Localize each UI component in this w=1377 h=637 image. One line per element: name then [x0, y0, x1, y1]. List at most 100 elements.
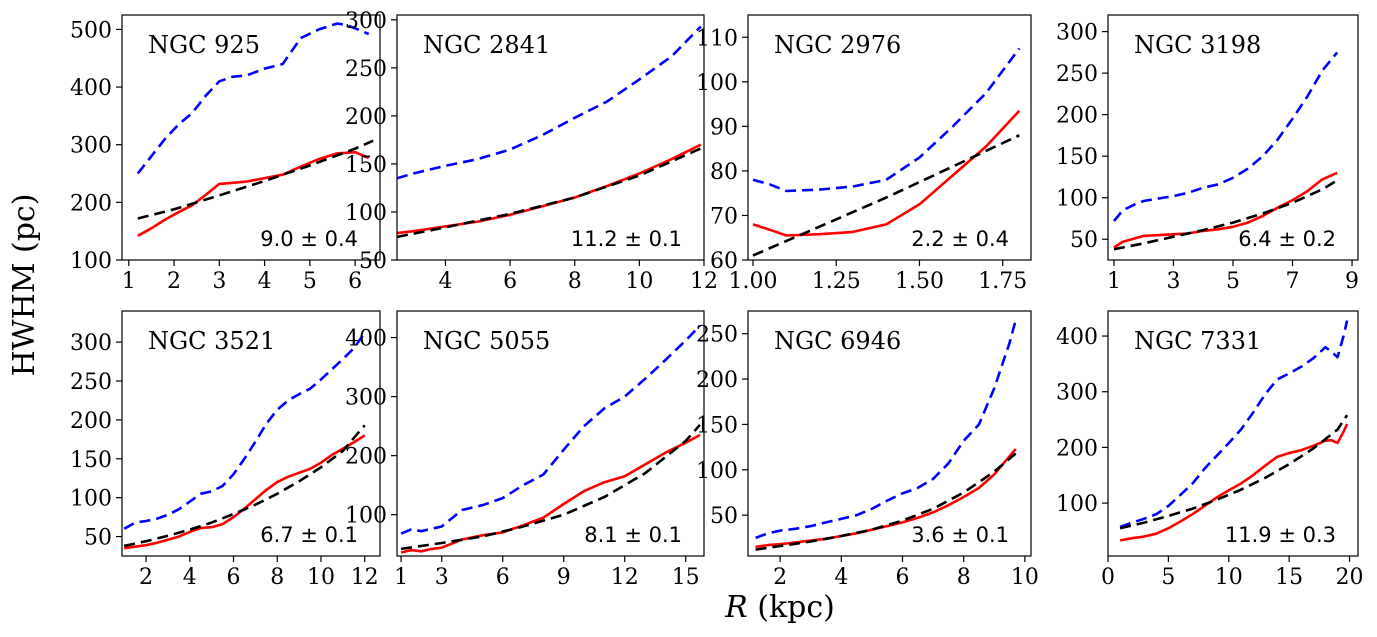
y-tick-label: 300 [345, 9, 387, 34]
panel-5: 1 3 6 9 12 15 100 200 300 400 NGC 5055 8.1 ± 0.1 [345, 310, 705, 590]
x-tick-label: 6 [348, 269, 362, 294]
y-tick-label: 150 [70, 448, 112, 473]
series-dashed-black-fit [137, 139, 374, 220]
x-tick-label: 12 [690, 269, 718, 294]
y-tick-label: 150 [1056, 145, 1098, 170]
x-tick-label: 5 [1161, 565, 1175, 590]
y-axis-label: HWHM (pc) [7, 194, 42, 377]
y-tick-label: 250 [1056, 62, 1098, 87]
series-dashed-black-fit [1119, 414, 1349, 530]
panel-annotation: 3.6 ± 0.1 [911, 523, 1009, 547]
x-tick-label: 4 [183, 565, 197, 590]
x-tick-label: 12 [351, 565, 379, 590]
panel-title: NGC 3198 [1134, 31, 1261, 59]
y-tick-label: 50 [84, 526, 112, 551]
x-tick-label: 15 [1275, 565, 1303, 590]
panel-title: NGC 2976 [774, 31, 901, 59]
y-tick-label: 100 [696, 71, 738, 96]
y-tick-label: 90 [710, 115, 738, 140]
x-tick-label: 7 [1286, 269, 1300, 294]
series-group [752, 47, 1021, 257]
y-tick-label: 200 [1056, 104, 1098, 129]
series-dashed-blue [397, 25, 702, 180]
series-group [136, 22, 374, 237]
x-tick-label: 10 [307, 565, 335, 590]
y-tick-label: 300 [1056, 381, 1098, 406]
y-tick-label: 200 [345, 105, 387, 130]
x-tick-label: 10 [625, 269, 653, 294]
y-tick-label: 400 [70, 76, 112, 101]
y-tick-label: 300 [345, 386, 387, 411]
series-solid-red [755, 448, 1017, 549]
series-group [1112, 51, 1341, 251]
series-dashed-blue [752, 47, 1021, 193]
y-tick-label: 100 [696, 459, 738, 484]
y-tick-label: 100 [1056, 187, 1098, 212]
series-dashed-blue [400, 324, 701, 535]
x-tick-label: 10 [1011, 565, 1039, 590]
x-tick-label: 1.50 [895, 269, 944, 294]
x-tick-label: 0 [1101, 565, 1115, 590]
x-tick-label: 1.25 [812, 269, 861, 294]
x-tick-label: 6 [227, 565, 241, 590]
x-tick-label: 2 [167, 269, 181, 294]
series-solid-red [752, 109, 1021, 237]
y-tick-label: 400 [1056, 325, 1098, 350]
y-tick-label: 250 [70, 370, 112, 395]
y-tick-label: 100 [345, 504, 387, 529]
x-tick-label: 6 [496, 565, 510, 590]
x-tick-label: 1.00 [729, 269, 778, 294]
panel-title: NGC 5055 [423, 327, 550, 355]
panel-annotation: 6.4 ± 0.2 [1238, 227, 1336, 251]
x-tick-label: 1 [394, 565, 408, 590]
y-tick-label: 200 [1056, 436, 1098, 461]
series-dashed-black-fit [400, 424, 701, 551]
panel-frame [747, 310, 1032, 557]
x-tick-label: 3 [1166, 269, 1180, 294]
x-tick-label: 15 [672, 565, 700, 590]
x-tick-label: 4 [834, 565, 848, 590]
panel-annotation: 11.9 ± 0.3 [1225, 523, 1336, 547]
x-tick-label: 20 [1336, 565, 1364, 590]
y-tick-label: 100 [1056, 492, 1098, 517]
panel-7: 0 5 10 15 20 100 200 300 400 NGC 7331 11.9 ± 0.3 [1056, 310, 1364, 590]
series-solid-red [400, 433, 701, 554]
x-tick-label: 2 [139, 565, 153, 590]
x-tick-label: 8 [568, 269, 582, 294]
y-tick-label: 60 [710, 249, 738, 274]
series-solid-red [1113, 171, 1338, 249]
panel-6: 2 4 6 8 10 50 100 150 200 250 NGC 6946 3.6 ± 0.1 [696, 310, 1039, 590]
series-dashed-blue [755, 319, 1017, 540]
series-dashed-black-fit [752, 134, 1020, 257]
x-tick-label: 10 [1215, 565, 1243, 590]
y-tick-label: 400 [345, 327, 387, 352]
series-dashed-blue [123, 332, 366, 530]
panel-title: NGC 3521 [148, 327, 275, 355]
panel-frame [396, 14, 705, 261]
panel-title: NGC 2841 [423, 31, 550, 59]
series-group [1119, 320, 1349, 542]
y-tick-label: 150 [345, 153, 387, 178]
panel-title: NGC 925 [148, 31, 260, 59]
panel-4: 2 4 6 8 10 12 50 100 150 200 250 300 NGC 3521 6.7 ± 0… [70, 310, 381, 590]
y-tick-label: 300 [70, 134, 112, 159]
y-tick-label: 70 [710, 204, 738, 229]
x-axis-unit: (kpc) [748, 590, 835, 625]
y-tick-label: 50 [359, 249, 387, 274]
x-tick-label: 6 [896, 565, 910, 590]
y-tick-label: 300 [70, 331, 112, 356]
series-dashed-blue [1119, 320, 1349, 529]
series-dashed-blue [1112, 51, 1339, 222]
x-tick-label: 3 [435, 565, 449, 590]
x-tick-label: 5 [1226, 269, 1240, 294]
panel-frame [747, 14, 1032, 261]
series-dashed-black-fit [755, 452, 1017, 551]
panel-annotation: 6.7 ± 0.1 [260, 523, 358, 547]
series-group [397, 25, 702, 239]
series-group [123, 332, 366, 550]
series-solid-red [397, 143, 702, 235]
y-tick-label: 300 [1056, 21, 1098, 46]
series-group [755, 319, 1017, 551]
